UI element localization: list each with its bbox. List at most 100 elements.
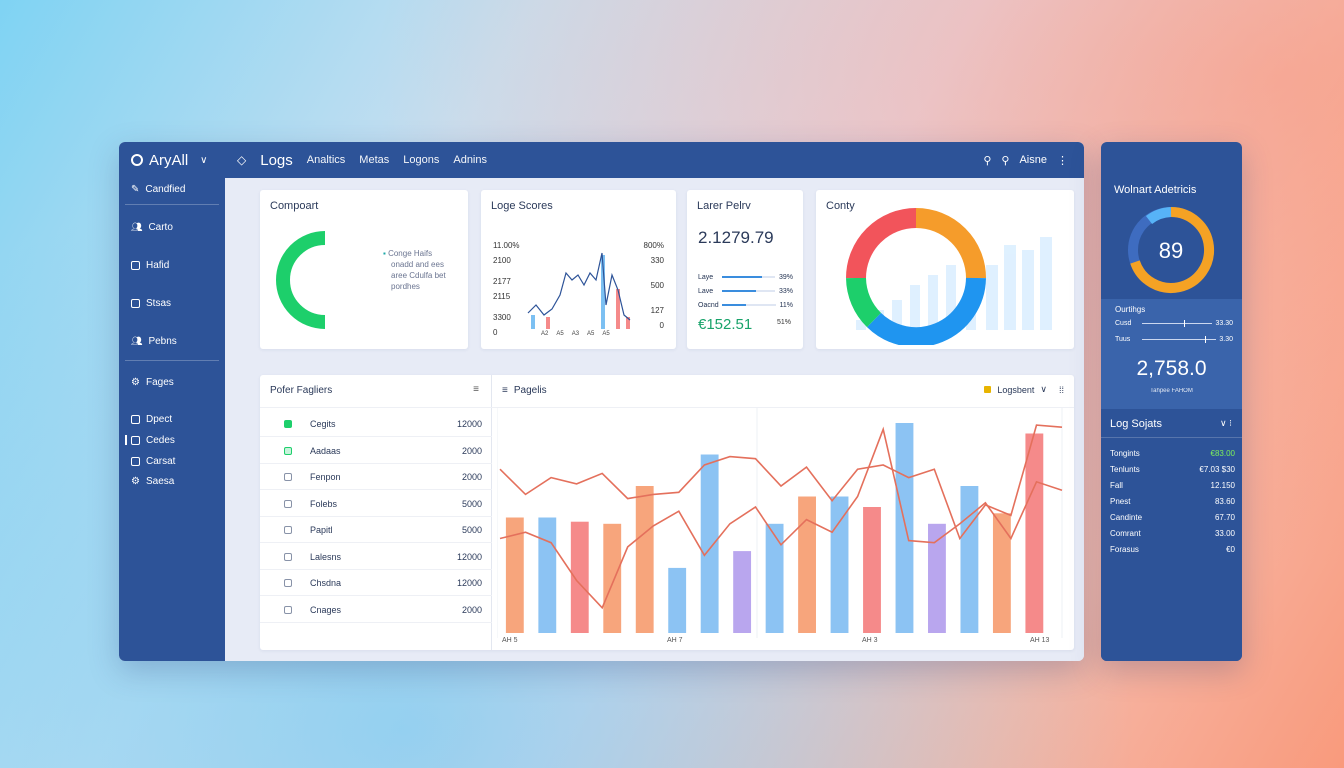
slider-handle[interactable] — [1184, 320, 1186, 327]
chart-bar[interactable] — [863, 507, 881, 633]
table-row[interactable]: Cnages 2000 — [260, 597, 492, 623]
row-checkbox[interactable] — [284, 473, 292, 481]
chart-bar[interactable] — [538, 517, 557, 634]
nav-item-logons[interactable]: Logons — [403, 154, 440, 166]
chart-bar[interactable] — [928, 523, 946, 633]
chart-bar[interactable] — [895, 423, 914, 633]
account-label[interactable]: Aisne — [1019, 154, 1047, 166]
nav-item-analytics[interactable]: Analtics — [306, 154, 346, 166]
sidebar-item-label: Saesa — [145, 476, 175, 487]
table-row[interactable]: Chsdna 12000 — [260, 570, 492, 596]
sidebar-item-candfied[interactable]: ✎ Candfied — [131, 184, 185, 195]
list-item[interactable]: Tenlunts €7.03 $30 — [1110, 465, 1235, 474]
table-row[interactable]: Fenpon 2000 — [260, 464, 492, 490]
sidebar-item-cedes[interactable]: Cedes — [131, 435, 175, 446]
chart-bar[interactable] — [635, 486, 654, 633]
chart-bar[interactable] — [603, 523, 622, 633]
list-item[interactable]: Fall 12.150 — [1110, 481, 1235, 490]
chart-line — [499, 426, 1063, 610]
gauge-accent — [1145, 207, 1172, 225]
legend-line: Conge Haifs — [388, 249, 433, 258]
row-checkbox[interactable] — [284, 446, 292, 455]
tick-label: 2115 — [493, 292, 511, 301]
list-item-value: €7.03 $30 — [1199, 465, 1235, 474]
row-value: 2000 — [461, 445, 482, 456]
sidebar-item-label: Carsat — [146, 456, 176, 467]
row-checkbox[interactable] — [284, 579, 292, 587]
sidebar-item-pebns[interactable]: 👥︎ Pebns — [131, 336, 177, 347]
list-item-label: Candinte — [1110, 513, 1143, 522]
more-icon[interactable]: ⋮ — [1057, 154, 1068, 167]
tick-label: 800% — [643, 241, 664, 250]
sidebar-item-carsat[interactable]: Carsat — [131, 456, 175, 467]
nav-item-admins[interactable]: Adnins — [453, 154, 487, 166]
slider-value: 3.30 — [1219, 336, 1233, 343]
sidebar-item-carto[interactable]: 👥︎ Carto — [131, 222, 173, 233]
list-item-label: Tongints — [1110, 449, 1140, 458]
nav-item-metas[interactable]: Metas — [359, 154, 390, 166]
latest-money-note: 51% — [776, 319, 791, 326]
chart-bar[interactable] — [765, 523, 784, 633]
sidebar-item-hafid[interactable]: Hafid — [131, 260, 169, 271]
chart-bar[interactable] — [668, 567, 687, 633]
table-row[interactable]: Lalesns 12000 — [260, 544, 492, 570]
table-row[interactable]: Papitl 5000 — [260, 517, 492, 543]
chart-bar[interactable] — [505, 517, 524, 634]
chart-bar[interactable] — [960, 486, 979, 633]
nav-logs[interactable]: Logs — [260, 151, 293, 169]
chart-bar[interactable] — [830, 496, 849, 634]
list-item[interactable]: Candinte 67.70 — [1110, 513, 1235, 522]
sidebar: ✎ Candfied 👥︎ Carto Hafid Stsas 👥︎ Pebns… — [119, 178, 225, 661]
home-icon[interactable]: ◇ — [237, 153, 247, 167]
menu-icon[interactable]: ≡ — [473, 384, 479, 395]
list-item[interactable]: Pnest 83.60 — [1110, 497, 1235, 506]
row-checkbox[interactable] — [284, 526, 292, 534]
account-search-icon[interactable]: ⚲ — [1001, 154, 1010, 167]
chart-bar[interactable] — [700, 454, 719, 634]
list-item[interactable]: Comrant 33.00 — [1110, 529, 1235, 538]
grid-icon[interactable]: ⁞⁞ — [1058, 384, 1064, 395]
right-big-value: 2,758.0 — [1136, 357, 1207, 380]
chart-bar[interactable] — [798, 496, 816, 634]
list-item-value: 33.00 — [1214, 529, 1235, 538]
brand-menu[interactable]: AryAll ∨ — [119, 152, 225, 169]
row-checkbox[interactable] — [284, 605, 292, 614]
left-axis-ticks: 11.00% 2100 2177 2115 3300 0 — [493, 238, 520, 340]
sidebar-item-saesa[interactable]: ⚙ Saesa — [131, 476, 174, 487]
sidebar-item-dpect[interactable]: Dpect — [131, 414, 172, 425]
table-row[interactable]: Folebs 5000 — [260, 491, 492, 517]
brand-name: AryAll — [149, 151, 189, 169]
document-icon — [131, 299, 140, 308]
row-name: Aadaas — [310, 445, 341, 456]
gear-icon: ⚙ — [131, 377, 140, 388]
sidebar-item-stsas[interactable]: Stsas — [131, 298, 171, 309]
row-checkbox[interactable] — [284, 499, 292, 508]
right-panel: Wolnart Adetricis 89 Ourtihgs Cusd 33.30… — [1101, 142, 1242, 661]
slider-value: 33.30 — [1215, 320, 1233, 327]
search-icon[interactable]: ⚲ — [983, 154, 992, 167]
list-item-value: 83.60 — [1214, 497, 1235, 506]
list-item[interactable]: Tongints €83.00 — [1110, 449, 1235, 458]
chart-bar[interactable] — [570, 521, 589, 633]
chart-bar[interactable] — [992, 513, 1011, 633]
chart-dropdown[interactable]: Logsbent — [997, 384, 1035, 395]
bar — [856, 320, 866, 330]
slider-handle[interactable] — [1205, 336, 1207, 343]
row-value: 12000 — [456, 551, 482, 562]
people-icon: 👥︎ — [131, 336, 143, 346]
table-row[interactable]: Aadaas 2000 — [260, 438, 492, 464]
chevron-down-icon[interactable]: ∨ — [1040, 384, 1047, 394]
x-axis-ticks: A2 A5 A3 A5 A5 — [541, 331, 610, 337]
row-checkbox[interactable] — [284, 552, 292, 561]
card-title: Compoart — [270, 200, 319, 212]
component-card: Compoart ▪ Conge Haifs onadd and ees are… — [260, 190, 468, 349]
sidebar-item-fages[interactable]: ⚙ Fages — [131, 377, 174, 388]
list-item[interactable]: Forasus €0 — [1110, 545, 1235, 554]
table-row[interactable]: Cegits 12000 — [260, 411, 492, 437]
right-panel-title: Wolnart Adetricis — [1114, 184, 1197, 196]
chart-bar[interactable] — [1025, 433, 1044, 634]
row-checkbox[interactable] — [284, 420, 292, 428]
chart-bar[interactable] — [733, 551, 752, 633]
chevron-down-icon[interactable]: ∨ ⁝ — [1220, 418, 1232, 428]
row-value: 5000 — [461, 525, 482, 535]
